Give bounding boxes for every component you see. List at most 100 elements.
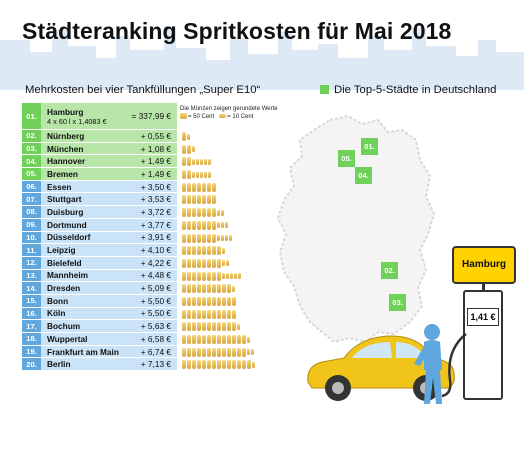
map-marker-bremen: 05.	[338, 150, 355, 167]
coin-50-icon	[187, 347, 191, 357]
coin-50-icon	[197, 258, 201, 268]
coin-50-icon	[202, 233, 206, 243]
price-value: + 7,13 €	[121, 357, 177, 372]
rank-number: 13.	[22, 269, 41, 283]
coin-50-icon	[237, 335, 241, 344]
coin-50-icon	[202, 335, 206, 344]
coin-legend-big: = 50 Cent	[188, 114, 215, 120]
coin-50-icon	[202, 246, 206, 256]
coin-10-icon	[222, 273, 225, 280]
coin-stack	[177, 154, 329, 169]
coin-50-icon	[182, 220, 186, 230]
city-name: München	[41, 142, 121, 156]
coin-stack	[177, 319, 329, 333]
coin-50-icon	[192, 258, 196, 268]
city-name: Berlin	[41, 357, 121, 372]
table-row: 10. Düsseldorf + 3,91 €	[22, 231, 329, 245]
city-name: Frankfurt am Main	[41, 345, 121, 359]
price-value: + 4,48 €	[121, 269, 177, 283]
coin-50-icon	[217, 309, 221, 319]
coin-10-icon	[187, 133, 190, 140]
coin-10-icon	[200, 158, 203, 165]
coin-50-icon	[202, 347, 206, 357]
coin-50-icon	[182, 182, 186, 192]
coin-10-icon	[226, 273, 229, 280]
pump-price-display: 1,41 €	[467, 308, 499, 326]
coin-50-icon	[227, 284, 231, 294]
coin-10-icon	[229, 235, 232, 241]
coin-50-icon	[187, 335, 191, 344]
city-name: Wuppertal	[41, 332, 121, 346]
coin-50-icon	[187, 170, 191, 180]
coin-50-icon	[227, 322, 231, 332]
skyline-background	[0, 26, 524, 90]
coin-50-icon	[182, 309, 186, 319]
coin-50-icon	[202, 309, 206, 319]
coin-50-icon	[182, 360, 186, 370]
coin-50-icon	[187, 284, 191, 294]
city-name: Leipzig	[41, 243, 121, 257]
rank-number: 20.	[22, 357, 41, 372]
price-value: + 3,50 €	[121, 180, 177, 194]
coin-stack	[177, 357, 329, 372]
coin-50-icon	[207, 220, 211, 230]
coin-50-icon	[217, 284, 221, 294]
coin-stack	[177, 294, 329, 308]
table-row: 16. Köln + 5,50 €	[22, 307, 329, 321]
pump-hose	[441, 333, 467, 398]
city-name: Mannheim	[41, 269, 121, 283]
city-name: Bonn	[41, 294, 121, 308]
price-formula: 4 x 60 l x 1,4083 €	[47, 116, 107, 126]
coin-50-icon	[207, 309, 211, 319]
coin-10-icon	[219, 114, 227, 119]
coin-50-icon	[212, 309, 216, 319]
coin-50-icon	[197, 271, 201, 281]
rank-number: 03.	[22, 142, 41, 156]
coin-10-icon	[208, 171, 211, 178]
coin-50-icon	[187, 360, 191, 370]
coin-50-icon	[207, 284, 211, 294]
coin-10-icon	[237, 323, 240, 330]
table-row: 19. Frankfurt am Main + 6,74 €	[22, 345, 329, 359]
rank-number: 16.	[22, 307, 41, 321]
coin-10-icon	[247, 349, 250, 356]
coin-50-icon	[187, 258, 191, 268]
coin-50-icon	[182, 170, 186, 180]
coin-50-icon	[232, 335, 236, 344]
price-value: + 3,72 €	[121, 205, 177, 219]
coin-50-icon	[212, 335, 216, 344]
price-value: + 4,10 €	[121, 243, 177, 257]
coin-50-icon	[197, 296, 201, 306]
coin-50-icon	[192, 246, 196, 256]
table-row: 02. Nürnberg + 0,55 €	[22, 129, 329, 143]
coin-50-icon	[217, 335, 221, 344]
coin-50-icon	[222, 347, 226, 357]
coin-50-icon	[212, 246, 216, 256]
coin-50-icon	[197, 335, 201, 344]
coin-50-icon	[217, 296, 221, 306]
coin-50-icon	[222, 322, 226, 332]
coin-stack	[177, 142, 329, 156]
city-name: Essen	[41, 180, 121, 194]
coin-50-icon	[227, 309, 231, 319]
city-name: Köln	[41, 307, 121, 321]
rank-number: 06.	[22, 180, 41, 194]
coin-50-icon	[187, 271, 191, 281]
city-label: Hamburg	[47, 106, 84, 117]
coin-50-icon	[222, 360, 226, 370]
rank-number: 17.	[22, 319, 41, 333]
coin-50-icon	[182, 144, 186, 154]
coin-10-icon	[221, 222, 224, 229]
rank-number: 01.	[22, 103, 41, 130]
price-value: + 1,49 €	[121, 154, 177, 169]
coin-10-icon	[196, 171, 199, 178]
coin-50-icon	[217, 322, 221, 332]
coin-50-icon	[202, 220, 206, 230]
top5-legend: Die Top-5-Städte in Deutschland	[320, 84, 496, 96]
rank-number: 05.	[22, 167, 41, 181]
coin-10-icon	[192, 146, 195, 153]
coin-50-icon	[187, 220, 191, 230]
coin-50-icon	[212, 220, 216, 230]
coin-50-icon	[227, 360, 231, 370]
coin-50-icon	[232, 309, 236, 319]
